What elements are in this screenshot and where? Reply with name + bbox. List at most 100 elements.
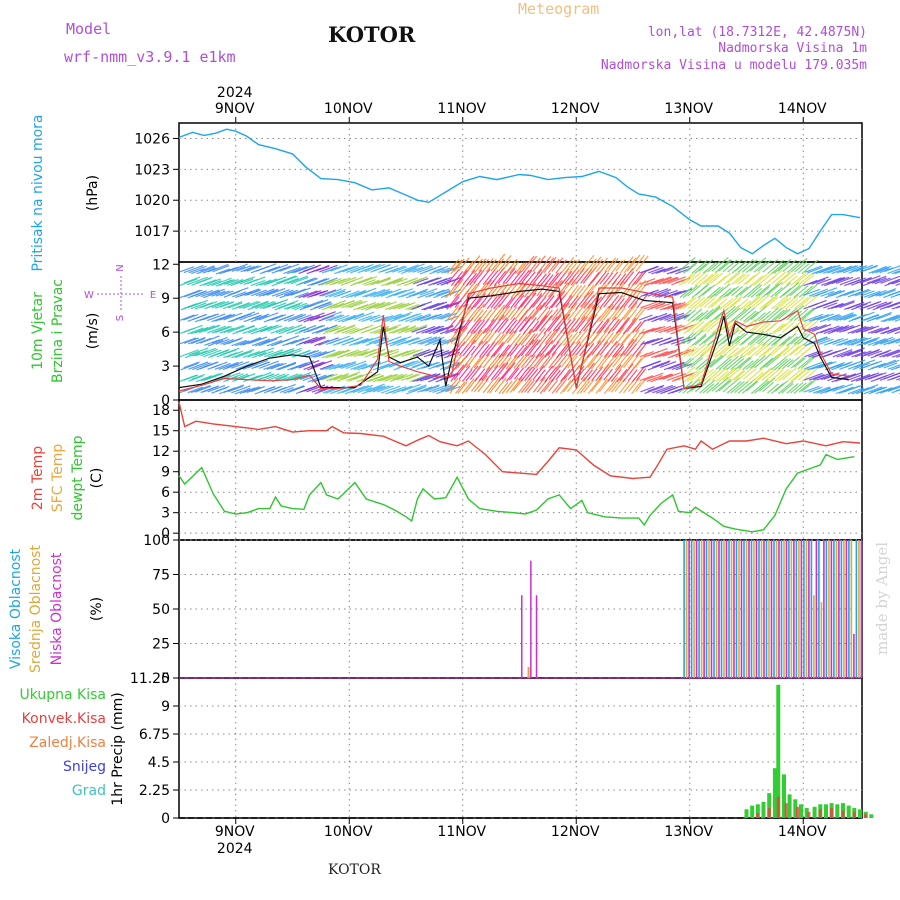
wind-barb	[770, 342, 787, 356]
wind-barb	[886, 350, 900, 358]
wind-barb	[219, 301, 235, 308]
wind-barb	[368, 375, 385, 383]
wind-barb	[400, 360, 419, 368]
wind-barb	[258, 288, 279, 297]
wind-barb	[786, 285, 801, 297]
wind-barb	[850, 373, 871, 383]
wind-barb	[782, 333, 797, 346]
wind-barb	[501, 285, 512, 299]
wind-barb	[314, 289, 329, 297]
wind-barb	[212, 374, 231, 383]
wind-barb	[243, 265, 259, 272]
precip-total-bar	[776, 684, 781, 818]
wind-barb	[413, 277, 429, 285]
wind-barb	[539, 355, 551, 370]
wind-barb	[678, 318, 695, 333]
wind-barb	[478, 258, 489, 272]
wind-barb	[392, 277, 408, 285]
wind-barb	[481, 331, 493, 345]
wind-barb	[214, 325, 233, 334]
wind-barb	[179, 314, 195, 321]
wind-barb	[864, 314, 880, 321]
wind-barb	[746, 284, 763, 298]
wind-barb	[315, 278, 330, 285]
wind-barb	[883, 362, 898, 369]
wind-barb	[750, 297, 763, 308]
wind-barb	[286, 337, 305, 346]
wind-barb	[871, 265, 892, 274]
wind-barb	[220, 338, 235, 345]
wind-barb	[858, 336, 880, 346]
precip-axis-title: 1hr Precip (mm)	[110, 692, 126, 805]
wind-barb	[711, 256, 729, 272]
wind-barb	[207, 280, 222, 287]
wind-barb	[183, 361, 200, 369]
wind-barb	[540, 365, 554, 382]
wind-barb	[336, 324, 356, 333]
wind-barb	[478, 344, 490, 358]
wind-barb	[247, 301, 269, 311]
wind-barb	[755, 321, 770, 333]
wind-barb	[804, 265, 823, 273]
wind-barb	[695, 284, 708, 296]
wind-barb	[409, 276, 428, 284]
wind-barb	[336, 290, 352, 297]
wind-barb	[571, 262, 582, 275]
wind-barb	[199, 265, 215, 272]
wind-barb	[781, 367, 798, 381]
wind-barb	[607, 342, 620, 358]
wind-barb	[520, 366, 534, 382]
wind-barb	[516, 283, 527, 296]
wind-barb	[509, 376, 523, 393]
wind-barb	[389, 386, 407, 394]
wind-barb	[550, 290, 566, 309]
wind-barb	[670, 327, 688, 335]
wind-barb	[389, 290, 404, 297]
wind-barb	[458, 365, 471, 380]
wind-barb	[396, 349, 416, 358]
wind-barb	[801, 378, 817, 392]
wind-barb	[622, 317, 637, 335]
wind-barb	[539, 340, 554, 357]
wind-barb	[611, 273, 622, 286]
wind-barb	[539, 380, 552, 395]
wind-barb	[758, 310, 771, 322]
wind-barb	[477, 309, 488, 322]
wind-barb	[876, 301, 893, 309]
wind-barb	[847, 374, 863, 381]
wind-barb	[652, 384, 674, 394]
wind-barb	[501, 307, 513, 321]
wind-barb	[576, 260, 588, 275]
wind-barb	[631, 358, 642, 371]
wind-barb	[699, 321, 712, 333]
wind-barb	[818, 338, 834, 345]
wind-barb	[843, 324, 861, 332]
wind-barb	[490, 362, 505, 381]
wind-barb	[789, 316, 807, 332]
wind-barb	[726, 380, 742, 394]
wind-barb	[462, 260, 475, 275]
wind-barb	[535, 351, 550, 369]
wind-barb	[802, 332, 819, 346]
wind-barb	[528, 285, 539, 298]
wind-barb	[396, 373, 414, 381]
precip-tick-label: 0	[161, 811, 170, 827]
wind-barb	[710, 293, 727, 308]
wind-barb	[368, 301, 386, 309]
wind-barb	[874, 327, 890, 334]
wind-barb	[286, 288, 307, 297]
wind-barb	[875, 387, 893, 395]
wind-barb	[564, 353, 577, 369]
wind-barb	[222, 301, 243, 310]
pressure-tick-label: 1017	[134, 224, 170, 240]
wind-barb	[835, 386, 854, 395]
wind-barb	[384, 326, 398, 333]
wind-barb	[254, 347, 275, 356]
wind-barb	[188, 347, 209, 356]
wind-barb	[711, 342, 729, 357]
wind-barb	[195, 347, 216, 357]
wind-barb	[630, 254, 645, 273]
wind-barb	[580, 362, 595, 381]
temp-2m-line	[178, 401, 861, 480]
wind-barb	[691, 312, 704, 323]
